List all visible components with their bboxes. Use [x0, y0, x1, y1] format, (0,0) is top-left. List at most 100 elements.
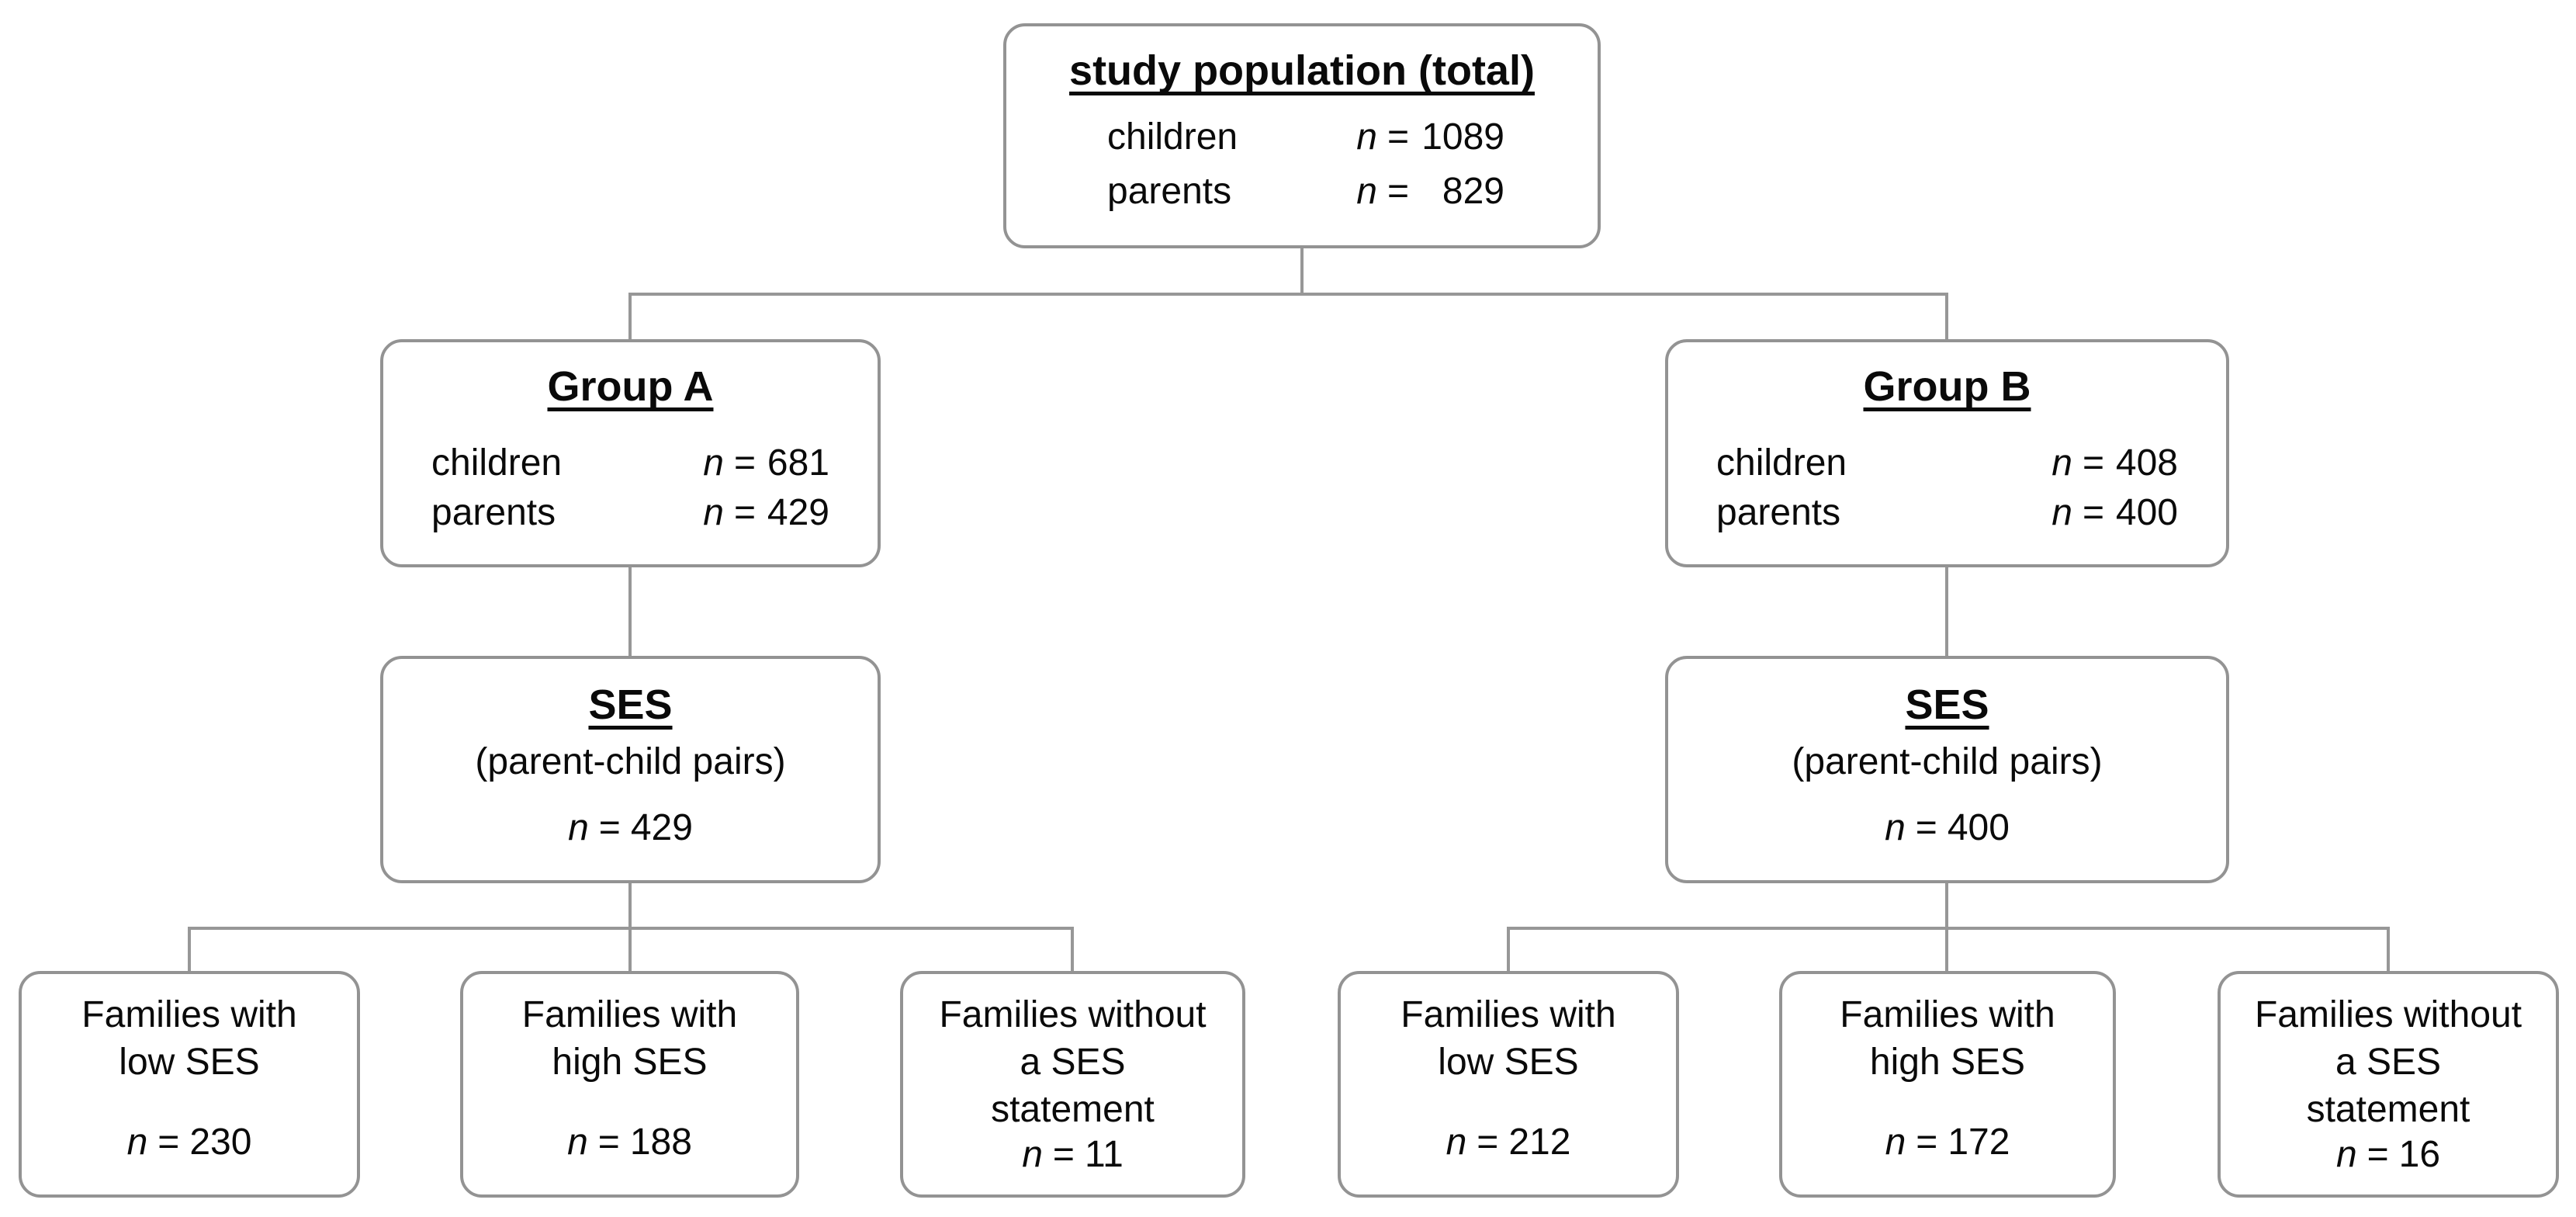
connector-ses-b-horizontal [1507, 927, 2390, 930]
n-count: n = 400 [1885, 806, 2010, 849]
leaf-label-line: low SES [1438, 1042, 1579, 1083]
box-study-population-total: study population (total) children n = 1089… [1003, 23, 1601, 248]
box-ses-group-a: SES (parent-child pairs) n = 429 [380, 656, 881, 883]
stat-number: 188 [629, 1122, 692, 1163]
leaf-label-line: a SES [2335, 1042, 2442, 1083]
box-title: study population (total) [1069, 47, 1535, 94]
box-title: Group A [547, 363, 714, 410]
box-title: SES [1905, 681, 1989, 728]
leaf-label-line: Families with [1401, 994, 1616, 1035]
equals-symbol: = [1477, 1122, 1499, 1163]
connector-leaf-a-none-drop [1071, 927, 1074, 973]
leaf-label: Families without a SES statement [2255, 991, 2522, 1133]
box-families-high-ses-b: Families with high SES n = 172 [1779, 971, 2116, 1198]
stat-rows: children n = 408 parents n = 400 [1668, 439, 2226, 538]
stat-number: 16 [2398, 1134, 2441, 1175]
leaf-label-line: Families without [939, 994, 1207, 1035]
n-symbol: n [2335, 1134, 2357, 1175]
leaf-label: Families with high SES [1840, 991, 2055, 1086]
connector-level1-horizontal [628, 293, 1948, 296]
n-symbol: n [1885, 807, 1906, 848]
box-subtitle: (parent-child pairs) [475, 741, 786, 782]
n-count: n = 11 [1022, 1133, 1124, 1176]
stat-rows: children n = 1089 parents n = 829 [1006, 110, 1598, 219]
connector-total-down [1300, 247, 1304, 296]
leaf-label-line: statement [2306, 1089, 2470, 1130]
box-title: SES [588, 681, 673, 728]
connector-ses-a-horizontal [188, 927, 1074, 930]
box-title: Group B [1863, 363, 2031, 410]
leaf-label-line: high SES [1869, 1042, 2026, 1083]
stat-number: 11 [1084, 1134, 1124, 1175]
stat-label: children [1107, 116, 1238, 158]
equals-symbol: = [1915, 807, 1937, 848]
box-families-no-ses-statement-b: Families without a SES statement n = 16 [2218, 971, 2559, 1198]
stat-number: 408 [2115, 442, 2178, 484]
equals-symbol: = [2082, 442, 2104, 484]
leaf-label-line: Families without [2254, 994, 2522, 1035]
leaf-label: Families with low SES [1401, 991, 1615, 1086]
stat-number: 829 [1442, 171, 1504, 212]
equals-symbol: = [2082, 492, 2104, 533]
stat-label: children [1716, 442, 1847, 484]
n-count: n = 212 [1446, 1121, 1571, 1163]
stat-number: 400 [1947, 807, 2010, 848]
equals-symbol: = [1052, 1134, 1075, 1175]
n-count: n = 230 [127, 1121, 252, 1163]
n-symbol: n [703, 492, 724, 533]
n-symbol: n [2051, 442, 2072, 484]
connector-group-a-to-ses-a [628, 564, 632, 657]
stat-label: parents [1107, 171, 1232, 212]
n-count: n = 429 [568, 806, 693, 849]
stat-row-parents: parents n = 400 [1716, 488, 2178, 538]
equals-symbol: = [733, 492, 756, 533]
stat-number: 429 [767, 492, 829, 533]
box-families-low-ses-b: Families with low SES n = 212 [1338, 971, 1679, 1198]
n-count: n = 188 [567, 1121, 692, 1163]
n-symbol: n [703, 442, 724, 484]
n-symbol: n [568, 807, 589, 848]
stat-value: n = 681 [703, 439, 829, 488]
box-families-no-ses-statement-a: Families without a SES statement n = 11 [900, 971, 1245, 1198]
stat-rows: children n = 681 parents n = 429 [383, 439, 878, 538]
equals-symbol: = [597, 1122, 620, 1163]
leaf-label-line: low SES [119, 1042, 260, 1083]
box-group-b: Group B children n = 408 parents n = 400 [1665, 339, 2229, 567]
leaf-label: Families without a SES statement [939, 991, 1206, 1133]
equals-symbol: = [158, 1122, 180, 1163]
equals-symbol: = [598, 807, 621, 848]
stat-row-parents: parents n = 429 [431, 488, 829, 538]
n-symbol: n [1885, 1122, 1906, 1163]
stat-number: 400 [2115, 492, 2178, 533]
connector-leaf-b-low-drop [1507, 927, 1510, 973]
stat-number: 172 [1948, 1122, 2010, 1163]
stat-value: n = 429 [703, 488, 829, 538]
box-ses-group-b: SES (parent-child pairs) n = 400 [1665, 656, 2229, 883]
n-symbol: n [567, 1122, 588, 1163]
connector-group-a-drop [628, 293, 632, 341]
box-group-a: Group A children n = 681 parents n = 429 [380, 339, 881, 567]
equals-symbol: = [1387, 116, 1409, 158]
stat-number: 212 [1508, 1122, 1571, 1163]
n-symbol: n [1356, 171, 1377, 212]
equals-symbol: = [733, 442, 756, 484]
leaf-label-line: Families with [521, 994, 738, 1035]
stat-label: children [431, 442, 563, 484]
n-symbol: n [1356, 116, 1377, 158]
connector-group-b-drop [1945, 293, 1948, 341]
stat-row-children: children n = 408 [1716, 439, 2178, 488]
leaf-label: Families with low SES [81, 991, 296, 1086]
equals-symbol: = [2367, 1134, 2389, 1175]
stat-number: 230 [189, 1122, 252, 1163]
stat-number: 681 [767, 442, 829, 484]
stat-row-children: children n = 681 [431, 439, 829, 488]
connector-leaf-b-none-drop [2387, 927, 2390, 973]
n-count: n = 172 [1885, 1121, 2010, 1163]
leaf-label-line: Families with [81, 994, 297, 1035]
box-families-high-ses-a: Families with high SES n = 188 [460, 971, 799, 1198]
leaf-label-line: high SES [552, 1042, 708, 1083]
equals-symbol: = [1387, 171, 1409, 212]
n-count: n = 16 [2336, 1133, 2440, 1176]
stat-value: n = 1089 [1356, 110, 1504, 165]
